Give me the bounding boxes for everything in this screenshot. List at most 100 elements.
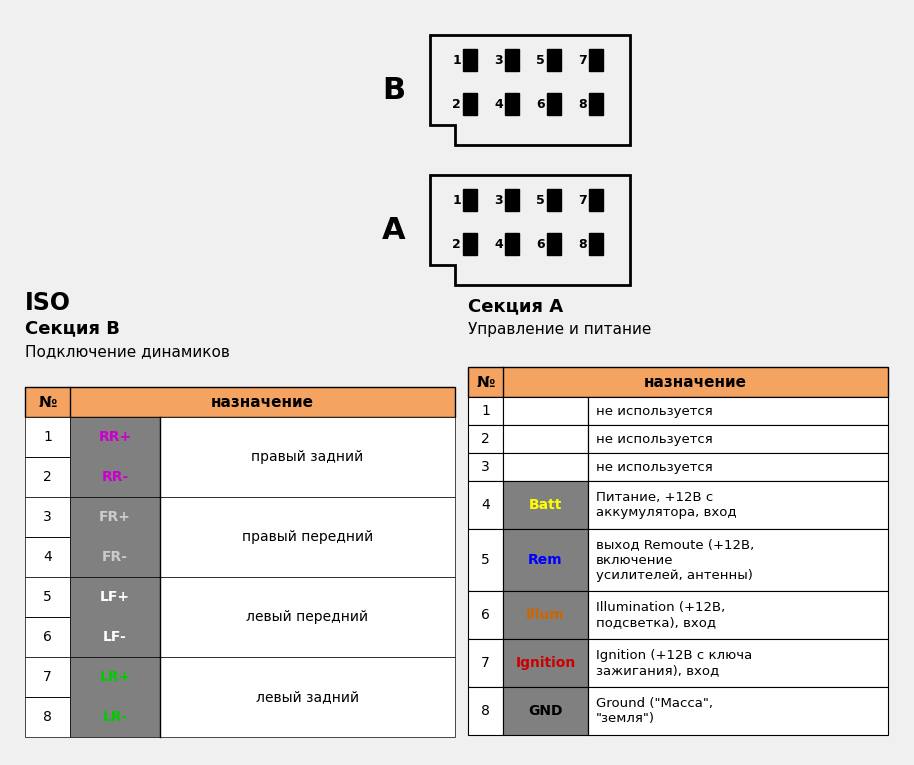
- Bar: [468, 397, 503, 425]
- Bar: [588, 529, 888, 591]
- Bar: [503, 425, 588, 453]
- Bar: [160, 657, 455, 737]
- Bar: [503, 397, 588, 425]
- Text: FR+: FR+: [99, 510, 131, 524]
- Bar: [25, 617, 70, 657]
- Text: выход Remoute (+12В,
включение
усилителей, антенны): выход Remoute (+12В, включение усилителе…: [596, 539, 754, 581]
- Bar: [503, 453, 588, 481]
- Bar: [589, 49, 603, 71]
- Bar: [547, 233, 561, 255]
- Bar: [588, 481, 888, 529]
- Bar: [468, 687, 503, 735]
- Text: 8: 8: [481, 704, 490, 718]
- Bar: [160, 417, 455, 497]
- Bar: [589, 233, 603, 255]
- Bar: [70, 417, 160, 497]
- Text: Illum: Illum: [526, 608, 565, 622]
- Text: 3: 3: [43, 510, 52, 524]
- Text: левый задний: левый задний: [256, 690, 359, 704]
- Text: LR+: LR+: [100, 670, 131, 684]
- Text: LF-: LF-: [103, 630, 127, 644]
- Bar: [25, 417, 70, 457]
- Text: ISO: ISO: [25, 291, 71, 315]
- Text: 3: 3: [481, 460, 490, 474]
- Text: 4: 4: [481, 498, 490, 512]
- Bar: [25, 577, 70, 617]
- Bar: [463, 49, 477, 71]
- Text: 5: 5: [43, 590, 52, 604]
- Text: 7: 7: [43, 670, 52, 684]
- Text: 8: 8: [579, 97, 587, 110]
- Bar: [468, 425, 503, 453]
- Text: 1: 1: [481, 404, 490, 418]
- Text: правый передний: правый передний: [242, 530, 373, 544]
- Text: 7: 7: [481, 656, 490, 670]
- Text: 1: 1: [452, 194, 461, 207]
- Bar: [588, 397, 888, 425]
- Bar: [588, 687, 888, 735]
- Text: B: B: [382, 76, 405, 105]
- Text: 7: 7: [579, 54, 587, 67]
- Text: 6: 6: [537, 237, 545, 250]
- Text: 2: 2: [481, 432, 490, 446]
- Text: не используется: не используется: [596, 405, 713, 418]
- Text: 4: 4: [43, 550, 52, 564]
- Bar: [547, 189, 561, 211]
- Text: A: A: [381, 216, 405, 245]
- Text: RR+: RR+: [99, 430, 132, 444]
- Text: Batt: Batt: [529, 498, 562, 512]
- Text: 3: 3: [494, 194, 503, 207]
- Text: Секция В: Секция В: [25, 319, 120, 337]
- Bar: [505, 93, 519, 115]
- Bar: [468, 529, 503, 591]
- Bar: [468, 481, 503, 529]
- Bar: [503, 639, 588, 687]
- Text: 3: 3: [494, 54, 503, 67]
- Text: не используется: не используется: [596, 432, 713, 445]
- Bar: [25, 537, 70, 577]
- Text: 4: 4: [494, 237, 503, 250]
- Text: 4: 4: [494, 97, 503, 110]
- Bar: [468, 591, 503, 639]
- Bar: [589, 189, 603, 211]
- Bar: [503, 529, 588, 591]
- Bar: [503, 591, 588, 639]
- Text: правый задний: правый задний: [251, 450, 364, 464]
- Text: Ignition: Ignition: [515, 656, 576, 670]
- Text: 1: 1: [43, 430, 52, 444]
- Bar: [25, 457, 70, 497]
- Bar: [547, 93, 561, 115]
- Text: Питание, +12В с
аккумулятора, вход: Питание, +12В с аккумулятора, вход: [596, 491, 737, 519]
- Bar: [70, 577, 160, 657]
- Text: 5: 5: [481, 553, 490, 567]
- Bar: [468, 453, 503, 481]
- Text: LR-: LR-: [102, 710, 128, 724]
- Text: GND: GND: [528, 704, 563, 718]
- Text: 2: 2: [452, 97, 461, 110]
- Text: 6: 6: [481, 608, 490, 622]
- Text: Подключение динамиков: Подключение динамиков: [25, 344, 230, 359]
- Bar: [468, 367, 888, 397]
- Text: №: №: [38, 395, 57, 409]
- Bar: [468, 639, 503, 687]
- Text: Rem: Rem: [528, 553, 563, 567]
- Bar: [25, 697, 70, 737]
- Bar: [589, 93, 603, 115]
- Text: Ignition (+12В с ключа
зажигания), вход: Ignition (+12В с ключа зажигания), вход: [596, 649, 752, 677]
- Text: 2: 2: [452, 237, 461, 250]
- Text: Ground ("Масса",
"земля"): Ground ("Масса", "земля"): [596, 697, 713, 725]
- Bar: [463, 93, 477, 115]
- Text: Управление и питание: Управление и питание: [468, 322, 652, 337]
- Bar: [588, 639, 888, 687]
- Bar: [503, 687, 588, 735]
- Text: RR-: RR-: [101, 470, 129, 484]
- Text: не используется: не используется: [596, 461, 713, 474]
- Bar: [160, 497, 455, 577]
- Bar: [547, 49, 561, 71]
- Bar: [588, 425, 888, 453]
- Bar: [25, 657, 70, 697]
- Text: Секция А: Секция А: [468, 297, 563, 315]
- Bar: [25, 497, 70, 537]
- Bar: [588, 591, 888, 639]
- Text: №: №: [476, 375, 494, 389]
